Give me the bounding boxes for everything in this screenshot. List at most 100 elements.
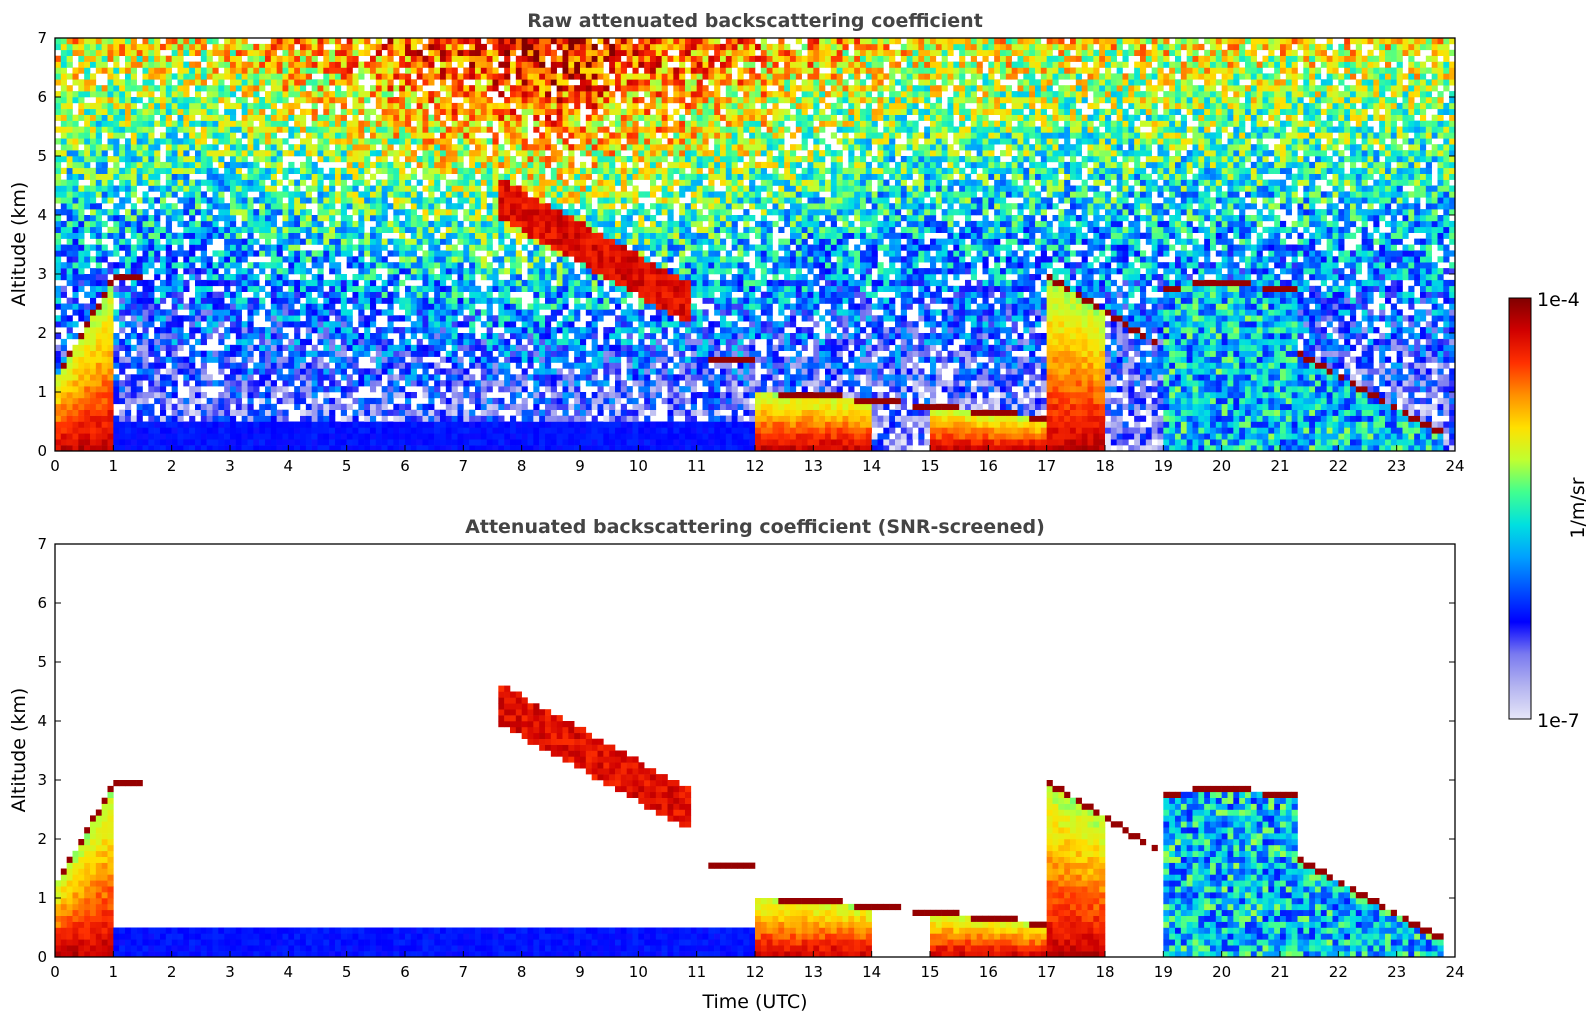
heatmap-cell bbox=[66, 132, 73, 139]
heatmap-cell bbox=[428, 238, 435, 245]
heatmap-cell bbox=[510, 179, 517, 186]
heatmap-cell bbox=[451, 220, 458, 228]
heatmap-cell bbox=[171, 368, 178, 375]
heatmap-cell bbox=[463, 427, 470, 434]
heatmap-cell bbox=[317, 144, 324, 151]
heatmap-cell bbox=[340, 333, 347, 340]
heatmap-cell bbox=[270, 67, 277, 74]
heatmap-cell bbox=[235, 203, 242, 210]
heatmap-cell bbox=[107, 303, 114, 310]
heatmap-cell bbox=[119, 85, 126, 92]
heatmap-cell bbox=[113, 43, 120, 51]
heatmap-cell bbox=[84, 220, 91, 228]
heatmap-cell bbox=[317, 274, 324, 281]
heatmap-cell bbox=[445, 61, 452, 68]
heatmap-cell bbox=[142, 362, 149, 369]
heatmap-cell bbox=[440, 333, 447, 340]
heatmap-cell bbox=[387, 262, 394, 269]
heatmap-cell bbox=[451, 362, 458, 369]
heatmap-cell bbox=[457, 43, 464, 51]
heatmap-cell bbox=[218, 368, 225, 375]
heatmap-cell bbox=[230, 120, 237, 127]
heatmap-cell bbox=[440, 445, 447, 451]
heatmap-cell bbox=[311, 61, 318, 68]
heatmap-cell bbox=[235, 250, 242, 257]
heatmap-cell bbox=[78, 244, 85, 251]
heatmap-cell bbox=[200, 167, 207, 174]
heatmap-cell bbox=[352, 262, 359, 269]
heatmap-cell bbox=[323, 209, 330, 216]
heatmap-cell bbox=[265, 43, 272, 51]
heatmap-cell bbox=[492, 362, 499, 369]
heatmap-cell bbox=[107, 114, 114, 121]
heatmap-cell bbox=[492, 161, 499, 169]
heatmap-cell bbox=[101, 309, 108, 316]
heatmap-cell bbox=[125, 321, 132, 328]
heatmap-cell bbox=[125, 197, 132, 204]
heatmap-cell bbox=[189, 433, 196, 440]
heatmap-cell bbox=[282, 191, 289, 198]
heatmap-cell bbox=[515, 386, 522, 393]
heatmap-cell bbox=[84, 244, 91, 251]
heatmap-cell bbox=[323, 197, 330, 204]
heatmap-cell bbox=[130, 49, 137, 56]
heatmap-cell bbox=[381, 209, 388, 216]
heatmap-cell bbox=[510, 126, 517, 133]
heatmap-cell bbox=[305, 232, 312, 239]
heatmap-cell bbox=[317, 91, 324, 98]
heatmap-cell bbox=[195, 380, 202, 387]
heatmap-cell bbox=[469, 433, 476, 440]
heatmap-cell bbox=[440, 73, 447, 80]
heatmap-cell bbox=[78, 61, 85, 68]
heatmap-cell bbox=[405, 274, 412, 281]
heatmap-cell bbox=[230, 167, 237, 174]
heatmap-cell bbox=[206, 108, 213, 115]
heatmap-cell bbox=[434, 415, 441, 422]
heatmap-cell bbox=[113, 185, 120, 192]
heatmap-cell bbox=[381, 150, 388, 157]
heatmap-cell bbox=[84, 392, 91, 399]
heatmap-cell bbox=[370, 91, 377, 98]
heatmap-cell bbox=[241, 38, 248, 45]
heatmap-cell bbox=[527, 262, 534, 269]
heatmap-cell bbox=[375, 79, 382, 86]
heatmap-cell bbox=[305, 238, 312, 245]
heatmap-cell bbox=[352, 126, 359, 133]
heatmap-cell bbox=[300, 126, 307, 133]
heatmap-cell bbox=[288, 356, 295, 363]
heatmap-cell bbox=[480, 433, 487, 440]
heatmap-cell bbox=[457, 226, 464, 233]
heatmap-cell bbox=[527, 268, 534, 275]
heatmap-cell bbox=[60, 439, 67, 446]
heatmap-cell bbox=[195, 386, 202, 393]
heatmap-cell bbox=[60, 403, 67, 410]
heatmap-cell bbox=[224, 67, 231, 74]
heatmap-cell bbox=[317, 85, 324, 92]
heatmap-cell bbox=[393, 439, 400, 446]
heatmap-cell bbox=[189, 138, 196, 145]
heatmap-cell bbox=[469, 156, 476, 163]
heatmap-cell bbox=[253, 73, 260, 80]
heatmap-cell bbox=[393, 179, 400, 186]
heatmap-cell bbox=[533, 55, 540, 62]
heatmap-cell bbox=[130, 427, 137, 434]
heatmap-cell bbox=[498, 285, 505, 292]
heatmap-cell bbox=[66, 215, 73, 222]
heatmap-cell bbox=[300, 220, 307, 228]
heatmap-cell bbox=[305, 226, 312, 233]
heatmap-cell bbox=[515, 268, 522, 275]
heatmap-cell bbox=[171, 43, 178, 51]
heatmap-cell bbox=[130, 61, 137, 68]
heatmap-cell bbox=[434, 427, 441, 434]
heatmap-cell bbox=[60, 209, 67, 216]
heatmap-cell bbox=[457, 256, 464, 263]
heatmap-cell bbox=[300, 285, 307, 292]
heatmap-cell bbox=[294, 102, 301, 110]
heatmap-cell bbox=[434, 108, 441, 115]
heatmap-cell bbox=[399, 97, 406, 104]
heatmap-cell bbox=[323, 173, 330, 180]
heatmap-cell bbox=[486, 73, 493, 80]
heatmap-cell bbox=[60, 386, 67, 393]
heatmap-cell bbox=[527, 409, 534, 416]
heatmap-cell bbox=[521, 79, 528, 86]
